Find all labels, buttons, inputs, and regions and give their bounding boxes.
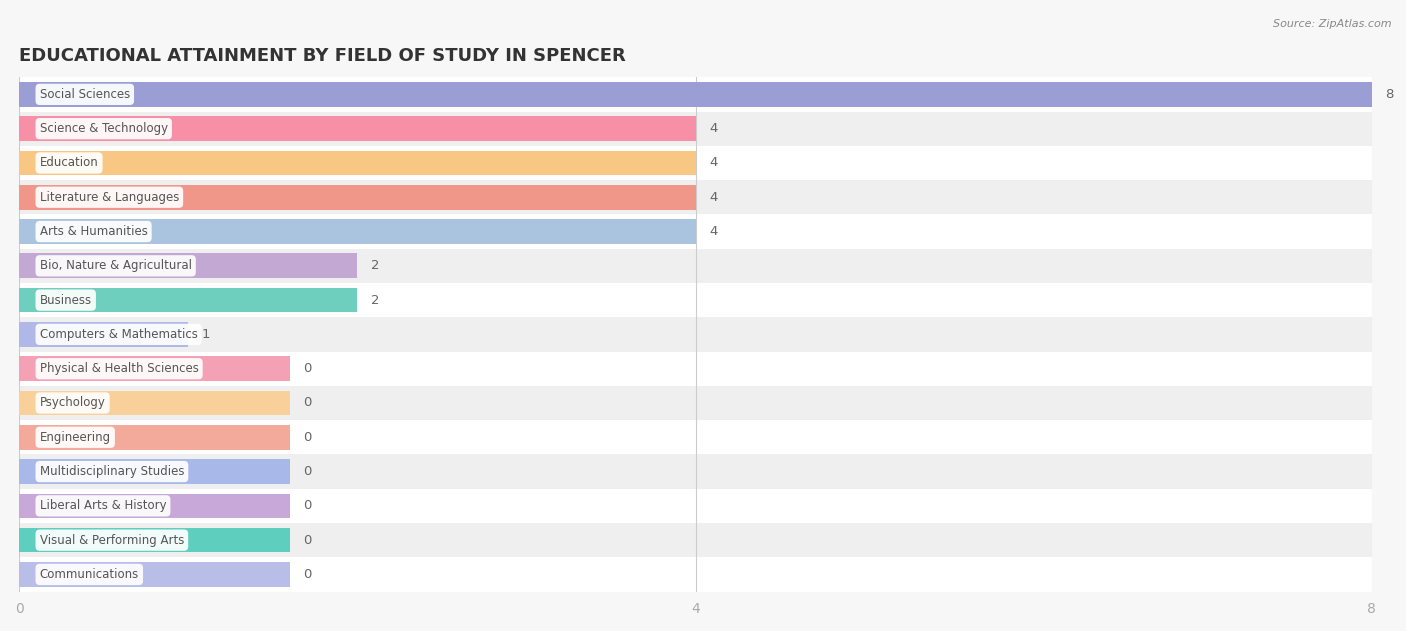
- Bar: [20, 425, 290, 450]
- Bar: [20, 254, 357, 278]
- Bar: [20, 288, 357, 312]
- Bar: [20, 219, 696, 244]
- Text: Source: ZipAtlas.com: Source: ZipAtlas.com: [1274, 19, 1392, 29]
- Bar: [20, 112, 1372, 146]
- Bar: [20, 82, 1372, 107]
- Bar: [20, 116, 696, 141]
- Bar: [20, 283, 1372, 317]
- Text: Arts & Humanities: Arts & Humanities: [39, 225, 148, 238]
- Bar: [20, 322, 188, 347]
- Text: EDUCATIONAL ATTAINMENT BY FIELD OF STUDY IN SPENCER: EDUCATIONAL ATTAINMENT BY FIELD OF STUDY…: [20, 47, 626, 64]
- Text: 0: 0: [304, 431, 312, 444]
- Text: 0: 0: [304, 362, 312, 375]
- Bar: [20, 146, 1372, 180]
- Text: 1: 1: [202, 328, 211, 341]
- Text: 0: 0: [304, 396, 312, 410]
- Text: Bio, Nature & Agricultural: Bio, Nature & Agricultural: [39, 259, 191, 273]
- Bar: [20, 557, 1372, 592]
- Text: Communications: Communications: [39, 568, 139, 581]
- Bar: [20, 562, 290, 587]
- Text: Business: Business: [39, 293, 91, 307]
- Text: Computers & Mathematics: Computers & Mathematics: [39, 328, 197, 341]
- Text: Multidisciplinary Studies: Multidisciplinary Studies: [39, 465, 184, 478]
- Text: 0: 0: [304, 465, 312, 478]
- Text: 4: 4: [709, 225, 717, 238]
- Text: Engineering: Engineering: [39, 431, 111, 444]
- Text: 2: 2: [371, 259, 380, 273]
- Text: Physical & Health Sciences: Physical & Health Sciences: [39, 362, 198, 375]
- Bar: [20, 215, 1372, 249]
- Text: 4: 4: [709, 156, 717, 170]
- Bar: [20, 523, 1372, 557]
- Bar: [20, 386, 1372, 420]
- Bar: [20, 249, 1372, 283]
- Bar: [20, 317, 1372, 351]
- Text: Literature & Languages: Literature & Languages: [39, 191, 179, 204]
- Bar: [20, 357, 290, 381]
- Bar: [20, 420, 1372, 454]
- Bar: [20, 459, 290, 484]
- Text: Science & Technology: Science & Technology: [39, 122, 167, 135]
- Bar: [20, 489, 1372, 523]
- Text: 0: 0: [304, 568, 312, 581]
- Text: 0: 0: [304, 534, 312, 546]
- Bar: [20, 151, 696, 175]
- Bar: [20, 528, 290, 553]
- Bar: [20, 391, 290, 415]
- Text: 2: 2: [371, 293, 380, 307]
- Bar: [20, 454, 1372, 489]
- Bar: [20, 351, 1372, 386]
- Text: Visual & Performing Arts: Visual & Performing Arts: [39, 534, 184, 546]
- Text: Social Sciences: Social Sciences: [39, 88, 129, 101]
- Text: 4: 4: [709, 122, 717, 135]
- Bar: [20, 180, 1372, 215]
- Text: 0: 0: [304, 499, 312, 512]
- Text: Psychology: Psychology: [39, 396, 105, 410]
- Bar: [20, 493, 290, 518]
- Text: Education: Education: [39, 156, 98, 170]
- Text: Liberal Arts & History: Liberal Arts & History: [39, 499, 166, 512]
- Text: 4: 4: [709, 191, 717, 204]
- Text: 8: 8: [1385, 88, 1393, 101]
- Bar: [20, 77, 1372, 112]
- Bar: [20, 185, 696, 209]
